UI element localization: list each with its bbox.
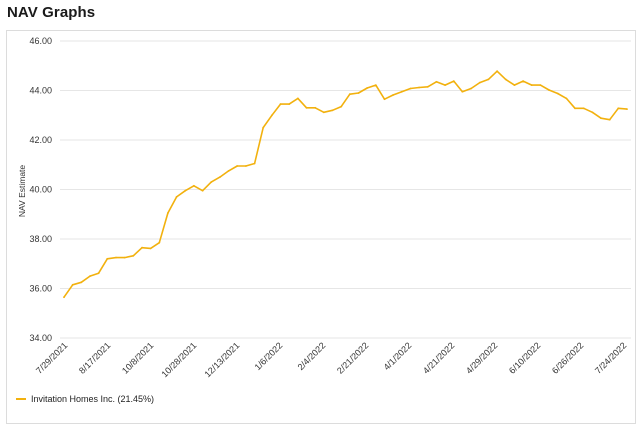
grid-lines [60,40,631,339]
chart-panel: 34.00 36.00 38.00 40.00 42.00 44.00 46.00 7/29… [6,30,636,424]
data-point[interactable] [219,176,221,179]
data-point[interactable] [71,283,74,286]
data-point[interactable] [565,97,568,100]
data-point[interactable] [522,80,524,82]
data-point[interactable] [314,106,317,109]
data-point[interactable] [141,246,143,249]
data-point[interactable] [435,80,438,83]
data-point[interactable] [617,107,620,110]
data-point[interactable] [487,78,490,81]
x-tick-label: 10/28/2021 [159,340,198,379]
data-point[interactable] [175,196,178,198]
x-tick-label: 2/21/2022 [335,340,370,375]
data-point[interactable] [582,107,585,110]
series-line[interactable] [63,70,628,298]
data-point[interactable] [322,111,325,114]
data-point[interactable] [383,98,386,101]
data-point[interactable] [184,189,187,192]
data-point[interactable] [279,103,282,105]
data-point[interactable] [530,84,533,86]
y-tick-label: 34.00 [29,333,52,343]
data-point[interactable] [600,117,602,120]
data-point[interactable] [271,114,273,117]
x-tick-label: 8/17/2021 [77,340,112,375]
data-point[interactable] [478,81,481,84]
x-tick-label: 7/24/2022 [593,340,628,375]
nav-line-chart: 34.00 36.00 38.00 40.00 42.00 44.00 46.00 7/29… [16,36,631,404]
data-point[interactable] [444,84,446,86]
data-point[interactable] [470,87,472,90]
data-point[interactable] [504,78,507,81]
data-point[interactable] [626,108,628,110]
x-tick-label: 7/29/2021 [34,340,69,375]
data-point[interactable] [149,247,152,250]
data-point[interactable] [366,87,369,89]
data-point[interactable] [297,97,299,100]
data-point[interactable] [539,84,542,86]
data-point[interactable] [374,84,377,86]
y-tick-label: 38.00 [29,234,52,244]
data-point[interactable] [245,165,247,167]
data-point[interactable] [348,93,351,96]
data-point[interactable] [548,89,550,91]
data-point[interactable] [418,86,420,89]
y-tick-label: 36.00 [29,284,52,294]
data-point[interactable] [89,275,91,277]
data-point[interactable] [288,103,291,105]
y-tick-label: 44.00 [29,86,52,96]
data-point[interactable] [305,106,308,109]
data-point[interactable] [63,296,65,299]
data-point[interactable] [97,272,100,275]
data-point[interactable] [331,109,334,112]
y-tick-label: 42.00 [29,135,52,145]
legend-label: Invitation Homes Inc. (21.45%) [31,394,154,404]
x-tick-label: 4/21/2022 [421,340,456,375]
data-point[interactable] [227,170,230,172]
data-point[interactable] [115,256,117,259]
data-point[interactable] [608,118,611,121]
data-point[interactable] [210,181,213,184]
data-point[interactable] [106,257,109,260]
data-point[interactable] [262,126,265,129]
data-point[interactable] [123,256,126,259]
data-point[interactable] [158,241,161,244]
data-point[interactable] [461,90,464,93]
data-point[interactable] [556,92,559,95]
data-point[interactable] [452,80,455,82]
series-layer [63,70,628,299]
data-point[interactable] [591,111,594,114]
x-tick-label: 4/29/2022 [464,340,499,375]
data-point[interactable] [426,85,429,88]
data-point[interactable] [167,212,169,214]
x-tick-label: 6/10/2022 [507,340,542,375]
data-point[interactable] [236,165,239,167]
data-point[interactable] [201,189,204,192]
data-point[interactable] [253,162,256,165]
data-point[interactable] [193,184,195,187]
x-axis-ticks: 7/29/2021 8/17/2021 10/8/2021 10/28/2021 12/… [34,340,628,379]
x-tick-label: 12/13/2021 [202,340,241,379]
data-point[interactable] [409,87,412,90]
data-point[interactable] [496,70,498,73]
x-tick-label: 2/4/2022 [296,340,328,372]
data-point[interactable] [357,92,360,94]
data-point[interactable] [80,281,83,284]
data-point[interactable] [400,90,403,93]
y-tick-label: 40.00 [29,185,52,195]
page-title: NAV Graphs [7,4,96,21]
x-tick-label: 6/26/2022 [550,340,585,375]
data-point[interactable] [574,107,576,110]
chart-legend[interactable]: Invitation Homes Inc. (21.45%) [16,394,154,404]
x-tick-label: 4/1/2022 [382,340,414,372]
y-axis-ticks: 34.00 36.00 38.00 40.00 42.00 44.00 46.00 [29,36,52,343]
data-point[interactable] [132,254,135,257]
y-tick-label: 46.00 [29,36,52,46]
data-point[interactable] [340,105,343,108]
x-tick-label: 10/8/2021 [120,340,155,375]
data-point[interactable] [513,84,516,86]
data-point[interactable] [392,94,394,96]
y-axis-title: NAV Estimate [17,165,27,218]
x-tick-label: 1/6/2022 [253,340,285,372]
